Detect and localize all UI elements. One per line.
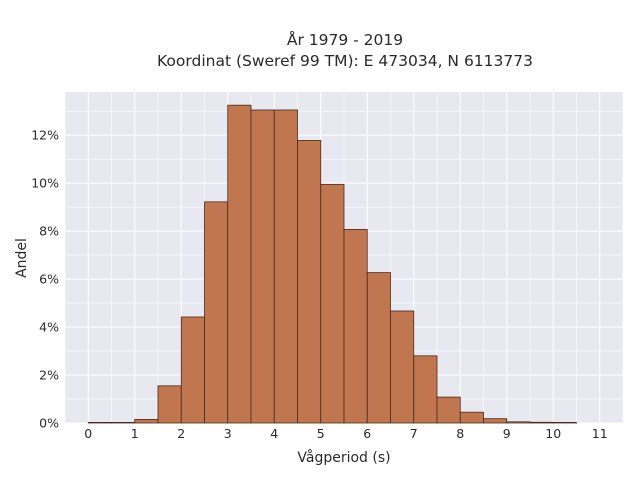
histogram-bar [227, 104, 252, 424]
histogram-bar [390, 310, 415, 424]
x-tick-label: 0 [84, 426, 92, 441]
histogram-bar [273, 109, 298, 424]
y-axis-label: Andel [14, 238, 30, 278]
histogram-bar [413, 355, 438, 424]
x-tick-label: 4 [270, 426, 278, 441]
histogram-bar [297, 140, 322, 424]
x-tick-label: 8 [456, 426, 464, 441]
y-tick-label: 8% [39, 224, 59, 239]
histogram-bar [459, 411, 484, 424]
y-tick-label: 4% [39, 320, 59, 335]
bars [87, 104, 577, 424]
histogram-bar [483, 418, 508, 424]
histogram-bar [552, 421, 577, 424]
x-tick-label: 9 [503, 426, 511, 441]
histogram-bar [111, 421, 136, 424]
x-tick-label: 6 [363, 426, 371, 441]
x-axis-label: Vågperiod (s) [297, 449, 390, 466]
histogram-bar [529, 421, 554, 424]
x-axis-ticks: 0 1 2 3 4 5 6 7 8 9 10 11 [84, 426, 607, 441]
x-tick-label: 1 [131, 426, 139, 441]
histogram-bar [320, 183, 345, 424]
y-tick-label: 0% [39, 416, 59, 431]
x-tick-label: 10 [545, 426, 561, 441]
histogram-bar [180, 316, 205, 424]
x-tick-label: 3 [224, 426, 232, 441]
histogram-bar [134, 419, 159, 424]
chart-title: År 1979 - 2019 [287, 30, 403, 49]
histogram-bar [87, 421, 112, 424]
histogram-bar [436, 396, 461, 424]
x-tick-label: 7 [410, 426, 418, 441]
y-tick-label: 12% [31, 128, 59, 143]
x-tick-label: 11 [592, 426, 608, 441]
histogram-bar [157, 385, 182, 424]
x-tick-label: 5 [317, 426, 325, 441]
histogram-bar [343, 229, 368, 424]
chart-subtitle: Koordinat (Sweref 99 TM): E 473034, N 61… [157, 52, 533, 70]
y-axis-ticks: 0% 2% 4% 6% 8% 10% 12% [31, 128, 59, 431]
x-tick-label: 2 [177, 426, 185, 441]
y-tick-label: 10% [31, 176, 59, 191]
histogram-bar [366, 272, 391, 424]
histogram-bar [250, 109, 275, 424]
histogram-bar [506, 421, 531, 424]
histogram-bar [204, 201, 229, 424]
y-tick-label: 6% [39, 272, 59, 287]
y-tick-label: 2% [39, 368, 59, 383]
